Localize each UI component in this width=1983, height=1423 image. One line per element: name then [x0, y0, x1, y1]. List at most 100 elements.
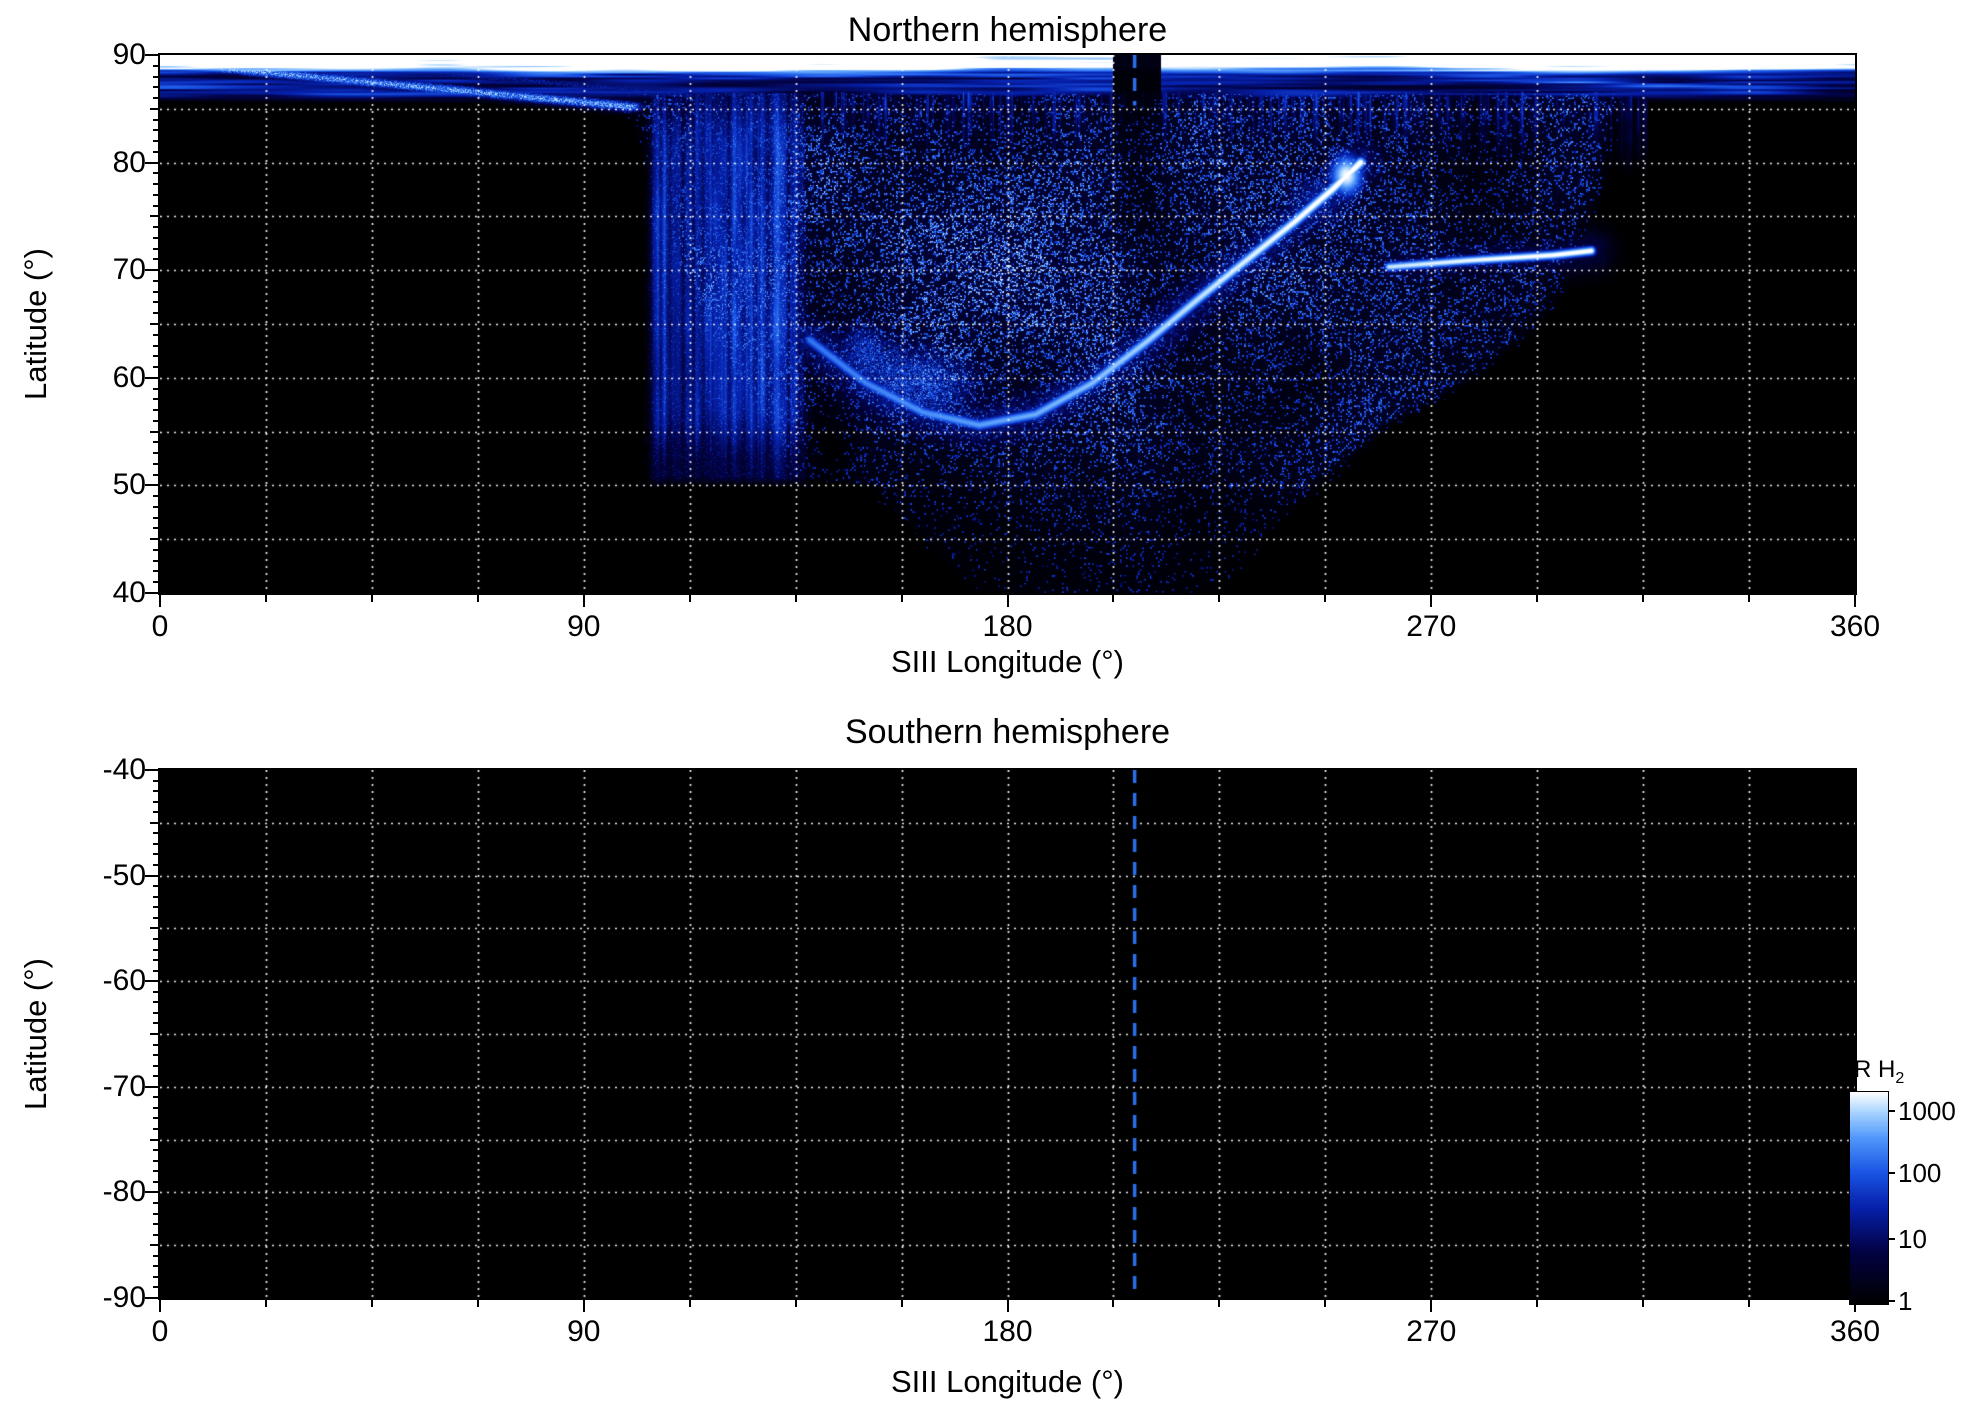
- y-tick-mark: [153, 864, 158, 867]
- north-heatmap-canvas: [158, 53, 1857, 595]
- colorbar-gradient: [1849, 1091, 1889, 1305]
- x-tick-mark: [1324, 1300, 1327, 1307]
- colorbar-tick-mark: [1889, 1299, 1895, 1302]
- x-tick-mark: [1218, 1300, 1221, 1307]
- x-tick-mark: [370, 595, 373, 602]
- colorbar-tick-mark: [1889, 1110, 1895, 1113]
- y-tick-mark: [153, 1170, 158, 1173]
- y-tick-mark: [153, 1201, 158, 1204]
- south-heatmap-canvas: [158, 768, 1857, 1300]
- y-tick-mark: [153, 183, 158, 186]
- y-tick-mark: [145, 592, 158, 594]
- y-tick-mark: [145, 269, 158, 272]
- x-tick-mark: [159, 1300, 161, 1312]
- x-tick-mark: [794, 1300, 797, 1307]
- y-tick-mark: [145, 54, 158, 56]
- y-tick-mark: [153, 527, 158, 530]
- x-tick-mark: [688, 1300, 691, 1307]
- y-tick-label: 50: [112, 468, 146, 502]
- y-tick-mark: [153, 832, 158, 835]
- x-tick-label: 180: [982, 610, 1033, 643]
- y-tick-mark: [153, 1001, 158, 1004]
- colorbar-tick-label: 100: [1898, 1157, 1942, 1188]
- y-tick-mark: [153, 236, 158, 239]
- y-tick-label: 70: [112, 253, 146, 287]
- y-tick-mark: [150, 323, 158, 325]
- y-tick-mark: [153, 916, 158, 919]
- x-tick-mark: [1112, 595, 1115, 602]
- x-tick-mark: [1324, 595, 1327, 602]
- y-tick-mark: [153, 452, 158, 455]
- x-tick-label: 360: [1829, 610, 1881, 643]
- y-tick-mark: [153, 842, 158, 845]
- y-tick-mark: [153, 193, 158, 196]
- x-tick-label: 180: [982, 1315, 1033, 1348]
- north-x-axis-label: SIII Longitude (°): [891, 644, 1124, 679]
- y-tick-mark: [153, 247, 158, 250]
- y-tick-mark: [145, 1297, 158, 1299]
- y-tick-mark: [153, 959, 158, 962]
- y-tick-mark: [153, 312, 158, 315]
- y-tick-mark: [153, 800, 158, 803]
- y-tick-mark: [153, 473, 158, 476]
- y-tick-mark: [153, 1117, 158, 1120]
- y-tick-mark: [153, 1233, 158, 1236]
- y-tick-mark: [145, 980, 158, 983]
- y-tick-mark: [153, 548, 158, 551]
- x-tick-mark: [1430, 595, 1433, 607]
- x-tick-mark: [1642, 595, 1645, 602]
- x-tick-mark: [1536, 1300, 1539, 1307]
- y-tick-mark: [153, 129, 158, 132]
- y-tick-mark: [153, 1180, 158, 1183]
- x-tick-label: 0: [151, 610, 169, 643]
- y-tick-mark: [153, 398, 158, 401]
- x-tick-label: 270: [1406, 1315, 1457, 1348]
- y-tick-mark: [153, 1106, 158, 1109]
- y-tick-label: -80: [102, 1175, 146, 1209]
- colorbar-title-main: kR H: [1842, 1056, 1896, 1083]
- x-tick-mark: [1218, 595, 1221, 602]
- y-tick-mark: [153, 948, 158, 951]
- y-tick-mark: [153, 1223, 158, 1226]
- x-tick-mark: [900, 595, 903, 602]
- x-tick-mark: [1112, 1300, 1115, 1307]
- south-y-axis-label: Latitude (°): [18, 958, 53, 1110]
- y-tick-mark: [153, 495, 158, 498]
- y-tick-mark: [153, 559, 158, 562]
- x-tick-mark: [1748, 1300, 1751, 1307]
- y-tick-mark: [153, 140, 158, 143]
- y-tick-label: 80: [112, 145, 146, 179]
- y-tick-mark: [145, 484, 158, 487]
- y-tick-mark: [153, 419, 158, 422]
- y-tick-mark: [153, 505, 158, 508]
- y-tick-mark: [153, 570, 158, 573]
- y-tick-mark: [145, 161, 158, 164]
- y-tick-label: -60: [102, 964, 146, 998]
- y-tick-mark: [153, 853, 158, 856]
- y-tick-mark: [153, 409, 158, 412]
- y-tick-mark: [153, 387, 158, 390]
- x-tick-label: 270: [1406, 610, 1457, 643]
- x-tick-label: 360: [1829, 1315, 1881, 1348]
- x-tick-mark: [264, 595, 267, 602]
- x-tick-mark: [1854, 1300, 1856, 1312]
- y-tick-mark: [145, 1085, 158, 1088]
- colorbar-tick-label: 1000: [1898, 1096, 1956, 1127]
- y-tick-mark: [153, 301, 158, 304]
- x-tick-mark: [1006, 595, 1009, 607]
- x-tick-mark: [1430, 1300, 1433, 1312]
- y-tick-mark: [153, 969, 158, 972]
- y-tick-mark: [153, 1254, 158, 1257]
- y-tick-mark: [153, 1064, 158, 1067]
- x-tick-mark: [1006, 1300, 1009, 1312]
- y-tick-label: 60: [112, 360, 146, 394]
- south-x-axis-label: SIII Longitude (°): [891, 1364, 1124, 1399]
- y-tick-mark: [153, 333, 158, 336]
- x-tick-mark: [476, 1300, 479, 1307]
- y-tick-mark: [153, 204, 158, 207]
- y-tick-mark: [150, 107, 158, 110]
- x-tick-mark: [370, 1300, 373, 1307]
- y-tick-mark: [153, 937, 158, 940]
- x-tick-mark: [900, 1300, 903, 1307]
- x-tick-mark: [1642, 1300, 1645, 1307]
